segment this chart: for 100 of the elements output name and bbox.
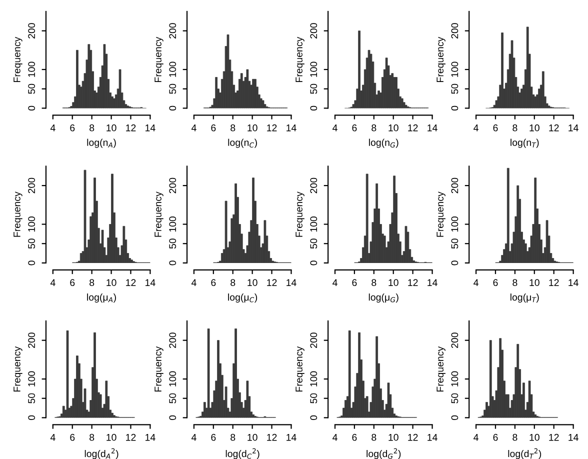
x-tick-label: 14 (428, 279, 438, 286)
x-tick-label: 4 (191, 279, 196, 286)
y-tick-label: 0 (451, 260, 458, 266)
x-tick-label: 4 (332, 124, 338, 132)
y-tick-label: 200 (451, 178, 458, 194)
y-axis-title: Frequency (14, 192, 22, 237)
y-tick-label: 0 (28, 106, 36, 111)
x-axis-title: log(μ$_{T}$) (510, 294, 539, 303)
y-tick-label: 200 (310, 23, 318, 38)
y-tick-label: 200 (451, 332, 458, 348)
x-tick-label: 8 (372, 279, 376, 286)
x-tick-label: 8 (90, 124, 94, 132)
x-axis-title: log(n$_{G}$) (369, 138, 398, 148)
x-tick-label: 8 (230, 434, 236, 441)
y-tick-label: 50 (310, 84, 318, 94)
x-tick-label: 10 (248, 434, 258, 441)
y-tick-label: 200 (169, 178, 176, 194)
x-tick-label: 6 (352, 279, 357, 286)
y-axis-title: Frequency (14, 346, 22, 392)
x-tick-label: 6 (70, 279, 75, 286)
y-axis-title: Frequency (436, 346, 446, 392)
x-tick-label: 12 (408, 124, 418, 132)
x-tick-label: 8 (512, 279, 518, 286)
y-tick-label: 100 (451, 62, 458, 77)
x-tick-label: 8 (512, 434, 518, 441)
x-axis-title: log(n$_{T}$) (510, 138, 539, 148)
y-tick-label: 50 (451, 238, 458, 249)
x-tick-label: 6 (211, 434, 216, 441)
x-tick-label: 4 (332, 279, 338, 286)
x-tick-label: 12 (549, 124, 559, 132)
x-axis-title: log(d$_{T}$$^{2}$) (508, 448, 542, 459)
x-tick-label: 6 (493, 434, 498, 441)
y-tick-label: 100 (310, 62, 318, 77)
x-tick-label: 12 (549, 434, 559, 441)
x-tick-label: 8 (512, 124, 518, 132)
x-tick-label: 8 (372, 434, 376, 441)
x-tick-label: 6 (70, 124, 75, 132)
y-axis-title: Frequency (296, 346, 304, 392)
x-tick-label: 12 (126, 124, 136, 132)
y-tick-label: 100 (169, 216, 176, 232)
x-tick-label: 12 (126, 279, 136, 286)
x-tick-label: 10 (106, 279, 116, 286)
x-tick-label: 14 (428, 434, 438, 441)
x-axis-title: log(d$_{G}$$^{2}$) (366, 448, 401, 459)
x-tick-label: 4 (50, 124, 56, 132)
y-tick-label: 100 (28, 62, 36, 77)
x-tick-label: 8 (230, 124, 236, 132)
x-axis-title: log(d$_{C}$$^{2}$) (226, 448, 260, 459)
y-tick-label: 100 (28, 216, 36, 232)
x-tick-label: 8 (230, 279, 236, 286)
x-tick-label: 14 (568, 124, 578, 132)
y-tick-label: 200 (28, 332, 36, 348)
x-tick-label: 10 (388, 279, 398, 286)
y-tick-label: 50 (169, 238, 176, 249)
y-tick-label: 200 (28, 178, 36, 194)
y-tick-label: 50 (310, 393, 318, 404)
x-tick-label: 14 (146, 279, 156, 286)
x-tick-label: 10 (530, 279, 540, 286)
y-tick-label: 100 (451, 216, 458, 232)
y-axis-title: Frequency (14, 36, 22, 82)
y-tick-label: 0 (310, 260, 318, 266)
y-tick-label: 200 (310, 178, 318, 194)
y-tick-label: 100 (310, 216, 318, 232)
x-tick-label: 4 (50, 279, 56, 286)
x-tick-label: 10 (530, 434, 540, 441)
y-axis-title: Frequency (296, 36, 304, 82)
x-tick-label: 6 (211, 124, 216, 132)
x-axis-title: log(n$_{A}$) (87, 138, 116, 148)
x-tick-label: 10 (388, 434, 398, 441)
x-tick-label: 14 (146, 434, 156, 441)
y-axis-title: Frequency (154, 36, 164, 82)
y-tick-label: 200 (169, 23, 176, 38)
x-tick-label: 12 (408, 279, 418, 286)
x-tick-label: 10 (106, 124, 116, 132)
x-tick-label: 4 (474, 124, 478, 132)
x-tick-label: 6 (70, 434, 75, 441)
x-axis-title: log(d$_{A}$$^{2}$) (84, 448, 118, 459)
y-axis-title: Frequency (296, 192, 304, 237)
x-tick-label: 12 (267, 279, 277, 286)
x-tick-label: 12 (126, 434, 136, 441)
x-tick-label: 10 (248, 279, 258, 286)
y-tick-label: 100 (451, 371, 458, 386)
y-tick-label: 0 (169, 260, 176, 266)
x-tick-label: 12 (549, 279, 559, 286)
y-tick-label: 50 (169, 393, 176, 404)
x-tick-label: 6 (493, 124, 498, 132)
y-tick-label: 0 (28, 415, 36, 420)
y-axis-title: Frequency (436, 192, 446, 237)
x-tick-label: 14 (428, 124, 438, 132)
x-tick-label: 8 (372, 124, 376, 132)
x-tick-label: 14 (146, 124, 156, 132)
x-tick-label: 4 (332, 434, 338, 441)
y-tick-label: 100 (169, 371, 176, 386)
y-tick-label: 200 (451, 23, 458, 38)
y-axis-title: Frequency (154, 346, 164, 392)
x-tick-label: 14 (568, 434, 578, 441)
x-tick-label: 6 (352, 124, 357, 132)
y-tick-label: 200 (169, 332, 176, 348)
x-tick-label: 14 (568, 279, 578, 286)
y-tick-label: 0 (28, 260, 36, 266)
